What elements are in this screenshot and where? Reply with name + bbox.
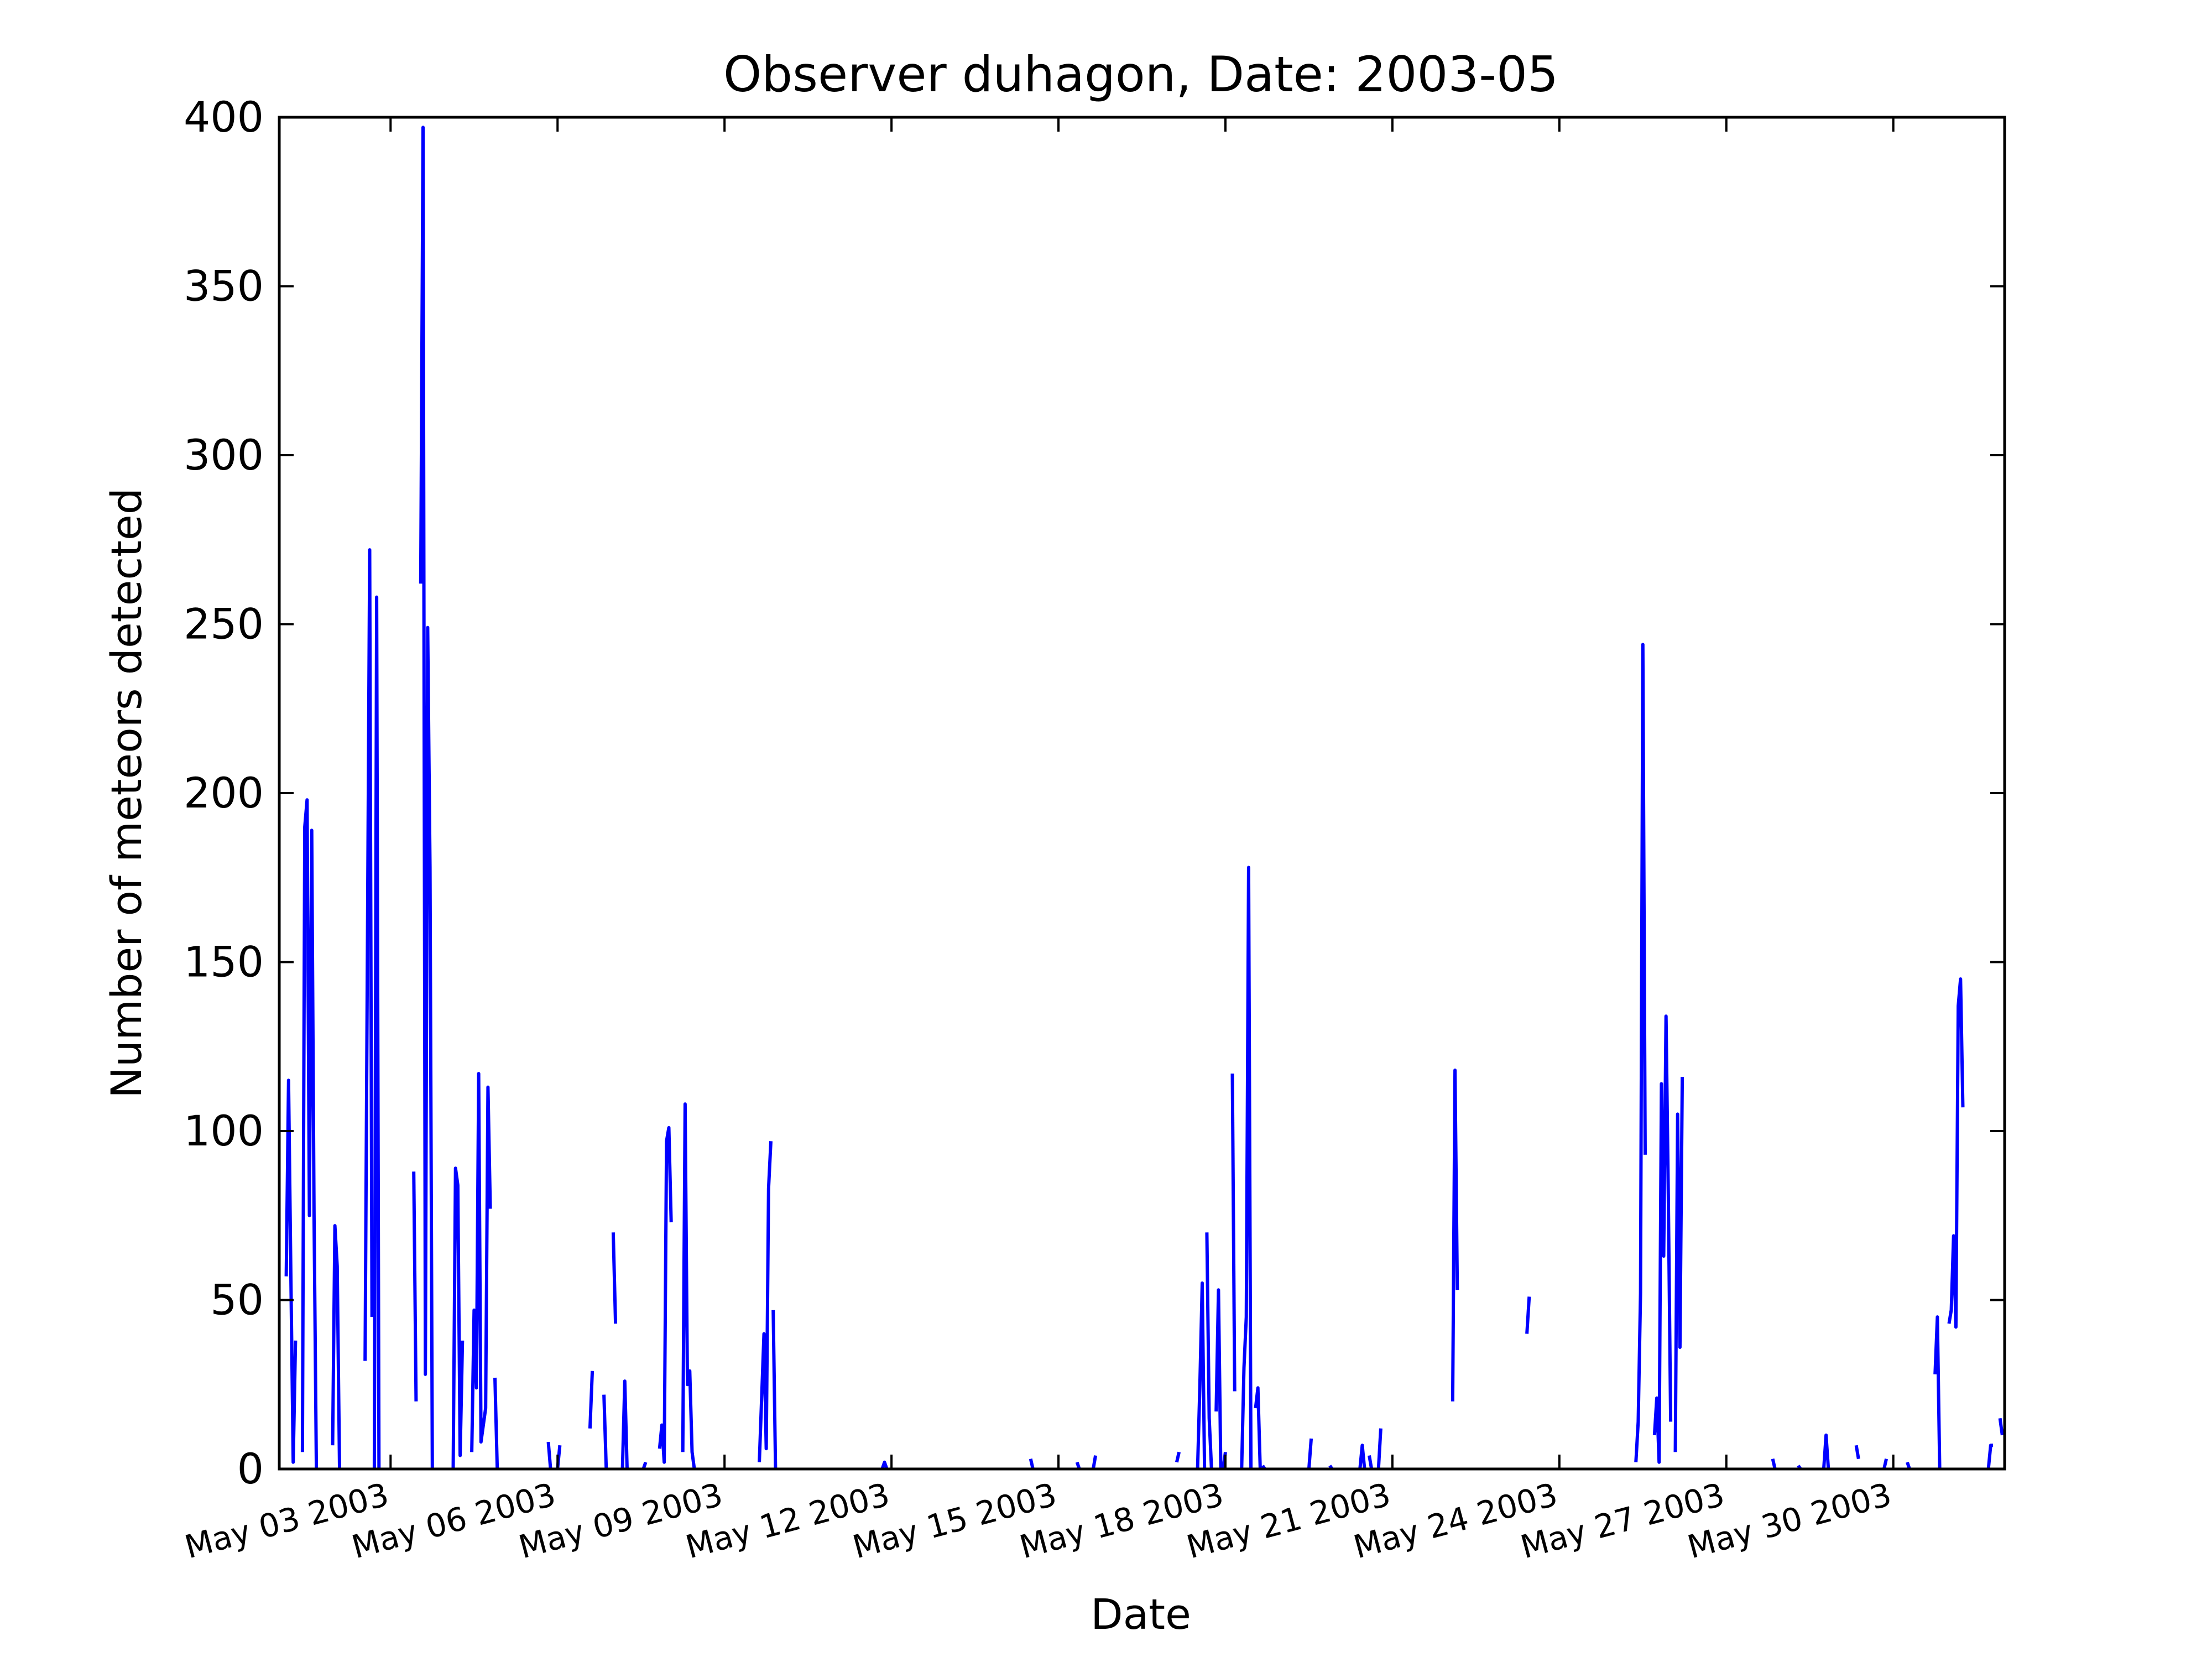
series-line-segment bbox=[546, 1441, 552, 1470]
series-line-segment bbox=[372, 595, 381, 1470]
series-line-segment bbox=[611, 1232, 618, 1324]
plot-frame bbox=[278, 116, 2006, 1471]
y-tick-label: 300 bbox=[184, 430, 264, 480]
chart-title: Observer duhagon, Date: 2003-05 bbox=[723, 46, 1558, 103]
series-line-segment bbox=[1240, 866, 1253, 1470]
series-line-segment bbox=[1771, 1458, 1777, 1470]
series-line-segment bbox=[1029, 1458, 1035, 1470]
y-tick-label: 100 bbox=[184, 1106, 264, 1155]
series-line-segment bbox=[1652, 1014, 1673, 1464]
series-line-segment bbox=[1307, 1438, 1313, 1470]
series-line-segment bbox=[1947, 977, 1965, 1329]
series-line-segment bbox=[1175, 1451, 1181, 1463]
series-line-segment bbox=[1634, 643, 1647, 1462]
series-line-segment bbox=[1525, 1296, 1531, 1334]
y-tick-label: 400 bbox=[184, 92, 264, 142]
series-line-segment bbox=[1882, 1458, 1888, 1470]
series-line-segment bbox=[412, 1171, 418, 1402]
data-layer bbox=[284, 126, 2004, 1470]
series-line-segment bbox=[1673, 1077, 1684, 1452]
series-line-segment bbox=[1091, 1455, 1098, 1470]
series-line-segment bbox=[771, 1310, 778, 1470]
series-line-segment bbox=[1376, 1428, 1383, 1470]
series-line-segment bbox=[758, 1141, 773, 1462]
y-tick-label: 250 bbox=[184, 600, 264, 649]
series-line-segment bbox=[331, 1224, 341, 1470]
y-tick-label: 150 bbox=[184, 937, 264, 987]
series-line-segment bbox=[1205, 1232, 1213, 1470]
y-tick-label: 200 bbox=[184, 768, 264, 817]
series-line-segment bbox=[880, 1460, 889, 1470]
series-line-segment bbox=[1451, 1069, 1459, 1402]
series-line-segment bbox=[658, 1126, 673, 1464]
series-line-segment bbox=[419, 126, 434, 1470]
y-tick-label: 350 bbox=[184, 262, 264, 311]
series-line-segment bbox=[451, 1166, 465, 1470]
series-line-segment bbox=[1214, 1288, 1223, 1470]
series-line-segment bbox=[493, 1377, 499, 1470]
series-line-segment bbox=[284, 1079, 298, 1464]
series-line-segment bbox=[1986, 1444, 1993, 1470]
series-line-segment bbox=[470, 1072, 492, 1452]
y-tick-label: 0 bbox=[237, 1444, 264, 1493]
series-line-segment bbox=[1368, 1455, 1374, 1470]
x-axis-label: Date bbox=[1091, 1590, 1191, 1639]
series-line-segment bbox=[363, 548, 374, 1361]
y-tick-label: 50 bbox=[210, 1275, 264, 1325]
series-line-segment bbox=[1822, 1433, 1830, 1470]
series-line-segment bbox=[1933, 1315, 1942, 1470]
series-line-segment bbox=[1998, 1418, 2004, 1436]
y-axis-label: Number of meteors detected bbox=[102, 488, 151, 1098]
series-line-segment bbox=[1358, 1444, 1366, 1470]
series-line-segment bbox=[1254, 1386, 1262, 1470]
series-line-segment bbox=[681, 1102, 696, 1470]
series-line-segment bbox=[602, 1394, 608, 1470]
series-line-segment bbox=[620, 1379, 629, 1470]
series-line-segment bbox=[1230, 1074, 1237, 1392]
series-line-segment bbox=[588, 1371, 594, 1429]
series-line-segment bbox=[300, 798, 319, 1470]
series-line-segment bbox=[1854, 1445, 1860, 1460]
series-line-segment bbox=[1196, 1281, 1207, 1470]
